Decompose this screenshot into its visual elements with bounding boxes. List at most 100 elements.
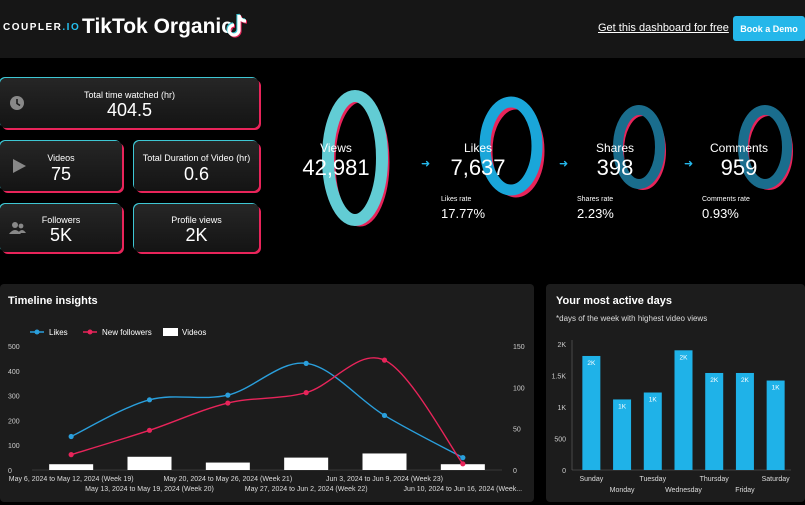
y-tick: 2K [557,342,566,349]
kpi-value: 404.5 [106,100,153,120]
y-tick: 500 [554,437,566,444]
day-label: Friday [735,487,755,494]
shares-rate-label: Shares rate [577,196,614,203]
active-days-subtitle: *days of the week with highest video vie… [556,314,708,323]
videos-bar [49,464,94,470]
logo-main-text: COUPLER [3,22,63,33]
videos-bar [284,457,329,470]
likes-point [381,412,388,419]
day-label: Wednesday [665,487,702,494]
kpi-label: Total time watched (hr) [83,90,176,100]
videos-bar [362,453,407,470]
active-days-chart: 0 500 1K 1.5K 2K 2K Sunday 1K Monday 1K Tuesday 2K W… [552,340,791,494]
legend-marker [34,329,40,335]
legend-label: New followers [102,328,152,337]
legend-swatch-videos [163,328,178,336]
y-left-tick: 100 [8,443,20,450]
timeline-panel: Timeline insights Likes New followers Vide… [0,284,534,502]
new-followers-point [381,357,388,363]
new-followers-point [68,452,74,458]
day-bar [674,350,693,470]
shares-rate-value: 2.23% [577,206,614,221]
get-dashboard-link[interactable]: Get this dashboard for free [598,22,729,34]
comments-value: 959 [720,155,758,180]
day-bar [582,355,601,470]
day-bar [735,372,754,470]
day-label: Tuesday [639,476,666,483]
likes-point [225,392,231,398]
day-bar-label: 1K [618,403,627,410]
y-right-tick: 0 [513,468,517,475]
day-label: Monday [610,487,635,494]
book-demo-button[interactable]: Book a Demo [733,16,805,41]
day-bar-label: 2K [587,360,596,367]
likes-point [460,455,466,461]
day-bar [766,380,785,470]
x-tick-label: May 27, 2024 to Jun 2, 2024 (Week 22) [245,486,368,493]
kpi-label: Profile views [171,215,222,225]
likes-value: 7,637 [450,155,506,180]
timeline-chart: Likes New followers Videos0100200300400500… [8,328,525,493]
arrow-right-icon: ➜ [421,158,431,170]
y-right-tick: 150 [513,344,525,351]
kpi-label: Videos [47,153,75,163]
day-bar-label: 2K [680,354,689,361]
kpi-value: 2K [185,225,208,245]
new-followers-line [70,357,464,465]
y-right-tick: 100 [513,385,525,392]
legend-marker [87,329,93,335]
videos-bar [205,462,250,470]
new-followers-point [225,400,231,406]
comments-rate-label: Comments rate [702,196,750,203]
likes-point [146,397,153,403]
x-tick-label: May 13, 2024 to May 19, 2024 (Week 20) [85,486,214,493]
day-bar-label: 1K [772,385,781,392]
new-followers-point [460,461,466,467]
kpi-card-duration: Total Duration of Video (hr) 0.6 [134,141,259,191]
x-tick-label: May 20, 2024 to May 26, 2024 (Week 21) [163,476,292,483]
y-left-tick: 300 [8,394,20,401]
y-right-tick: 50 [513,427,521,434]
y-left-tick: 200 [8,418,20,425]
likes-label: Likes [463,141,492,155]
views-ring [322,90,388,226]
day-bar [705,372,724,470]
legend-label: Videos [182,328,206,337]
active-days-title: Your most active days [556,295,672,307]
videos-bar [440,464,485,470]
x-tick-label: Jun 10, 2024 to Jun 16, 2024 (Week... [404,486,523,493]
coupler-logo[interactable]: COUPLER.IO [3,22,80,33]
y-tick: 0 [562,468,566,475]
y-tick: 1.5K [552,374,567,381]
day-bar-label: 2K [710,377,719,384]
day-bar-label: 1K [649,397,658,404]
page-title: TikTok Organic [82,15,233,38]
videos-bar [127,456,172,470]
views-value: 42,981 [302,155,370,180]
y-left-tick: 0 [8,468,12,475]
kpi-card-time-watched: Total time watched (hr) 404.5 [0,78,259,128]
likes-line [70,362,464,459]
header: COUPLER.IO TikTok Organic Get this dashb… [0,0,805,58]
day-bar [643,392,662,470]
new-followers-point [303,390,309,396]
kpi-label: Total Duration of Video (hr) [142,153,251,163]
arrow-right-icon: ➜ [684,158,694,170]
kpi-label: Followers [41,215,81,225]
x-tick-label: Jun 3, 2024 to Jun 9, 2024 (Week 23) [326,476,443,483]
likes-rate-value: 17.77% [441,206,486,221]
day-bar-label: 2K [741,377,750,384]
active-days-panel: Your most active days *days of the week … [546,284,805,502]
comments-label: Comments [709,141,768,155]
shares-value: 398 [596,155,634,180]
likes-point [68,433,74,440]
kpi-value: 75 [50,164,72,184]
arrow-right-icon: ➜ [559,158,569,170]
y-left-tick: 500 [8,344,20,351]
day-label: Thursday [700,476,730,483]
users-icon [9,222,26,234]
likes-ring [479,96,543,196]
logo-suffix-text: .IO [62,22,81,33]
tiktok-icon [226,13,248,38]
day-label: Saturday [762,476,791,483]
